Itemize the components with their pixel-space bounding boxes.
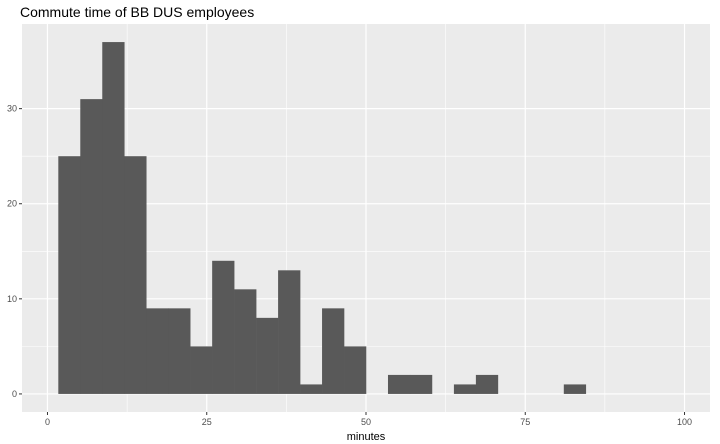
histogram-bar — [278, 270, 301, 394]
y-axis-ticks: 0 10 20 30 — [7, 104, 22, 399]
histogram-bar — [300, 384, 323, 394]
x-tick-label: 50 — [361, 417, 371, 427]
y-tick-label: 0 — [12, 389, 17, 399]
histogram-bar — [124, 156, 147, 394]
histogram-bar — [58, 156, 81, 394]
histogram-bar — [256, 317, 279, 394]
histogram-bar — [102, 42, 125, 394]
histogram-bar — [409, 374, 433, 394]
x-tick-label: 0 — [45, 417, 50, 427]
y-tick-label: 10 — [7, 294, 17, 304]
y-tick-label: 30 — [7, 104, 17, 114]
x-tick-label: 75 — [520, 417, 530, 427]
chart-title: Commute time of BB DUS employees — [20, 4, 254, 20]
histogram-bar — [212, 260, 235, 394]
y-tick-label: 20 — [7, 199, 17, 209]
histogram-bar — [453, 384, 477, 394]
x-axis-ticks: 0 25 50 75 100 — [45, 412, 692, 427]
histogram-bar — [344, 346, 367, 394]
histogram-bar — [190, 346, 213, 394]
histogram-bars — [58, 42, 587, 394]
histogram-bar — [322, 308, 345, 394]
histogram-bar — [234, 289, 257, 394]
histogram-bar — [387, 374, 411, 394]
histogram-bar — [563, 384, 587, 394]
histogram-bar — [168, 308, 191, 394]
histogram-bar — [475, 374, 499, 394]
histogram-bar — [80, 99, 103, 394]
histogram-bar — [146, 308, 169, 394]
x-tick-label: 100 — [677, 417, 692, 427]
x-axis-title: minutes — [347, 431, 386, 443]
x-tick-label: 25 — [202, 417, 212, 427]
